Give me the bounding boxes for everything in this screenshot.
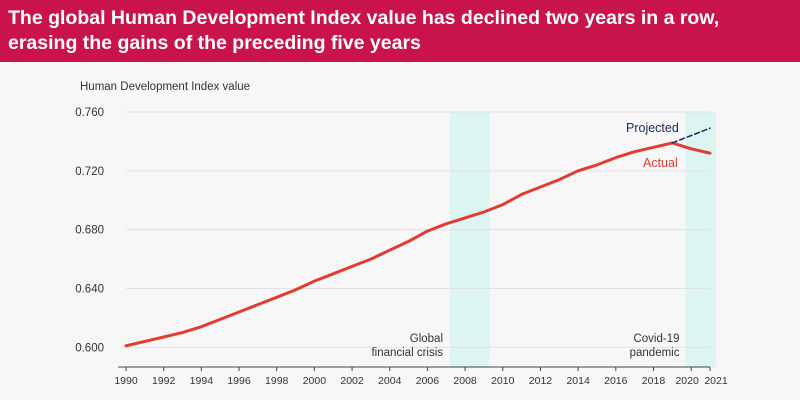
x-axis: 1990 1992 1994 1996 1998 2000 2002 2004 2006 2008… [114, 366, 728, 387]
x-tick-label: 2004 [378, 375, 402, 387]
y-tick-label: 0.680 [75, 225, 104, 237]
gridlines [126, 111, 710, 348]
shaded-period-label: Covid-19 [633, 333, 679, 345]
x-tick-label: 2020 [675, 375, 699, 387]
actual-series-label: Actual [643, 156, 678, 170]
actual-series-line [124, 141, 712, 348]
y-tick-label: 0.720 [75, 166, 104, 178]
x-tick-label: 2006 [416, 375, 440, 387]
annotations: Projected Actual Global financial crisis Cov… [371, 121, 679, 359]
y-tick-label: 0.760 [75, 107, 104, 119]
series-group [124, 127, 712, 348]
x-tick-label: 2014 [566, 375, 590, 387]
y-tick-label: 0.600 [75, 342, 104, 354]
shaded-period-label: pandemic [630, 347, 680, 359]
y-tick-label: 0.640 [75, 283, 104, 295]
shaded-periods [450, 112, 716, 367]
x-tick-label: 2010 [491, 375, 515, 387]
shaded-period-label: Global [410, 333, 443, 345]
projected-series-line [671, 127, 711, 144]
x-tick-label: 2000 [303, 375, 327, 387]
y-axis: Human Development Index value 0.760 0.720 0… [75, 81, 250, 354]
hdi-line-chart: Human Development Index value 0.760 0.720 0… [75, 81, 728, 387]
shaded-period-financial-crisis [450, 112, 490, 367]
chart-title: The global Human Development Index value… [8, 7, 720, 54]
x-tick-label: 2018 [642, 375, 666, 387]
x-tick-label: 1994 [190, 375, 214, 387]
y-axis-label: Human Development Index value [80, 81, 250, 93]
title-banner: The global Human Development Index value… [0, 0, 800, 62]
projected-series-label: Projected [626, 121, 679, 135]
x-tick-label: 1998 [265, 375, 289, 387]
shaded-period-label: financial crisis [371, 347, 443, 359]
x-tick-label: 2008 [453, 375, 477, 387]
x-tick-label: 2016 [604, 375, 628, 387]
x-tick-label: 1992 [152, 375, 176, 387]
x-tick-label: 1996 [227, 375, 251, 387]
x-tick-label: 2002 [340, 375, 364, 387]
x-tick-label: 2021 [704, 375, 728, 387]
x-tick-label: 1990 [114, 375, 138, 387]
x-tick-label: 2012 [529, 375, 553, 387]
